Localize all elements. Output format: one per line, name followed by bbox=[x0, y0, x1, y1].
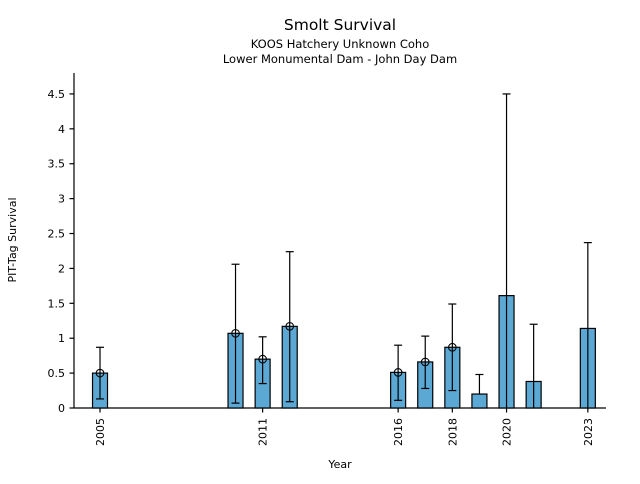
x-tick-label: 2018 bbox=[446, 418, 459, 446]
chart-subtitle-line2: Lower Monumental Dam - John Day Dam bbox=[223, 52, 457, 66]
y-tick-label: 0 bbox=[58, 402, 65, 415]
survival-point-marker-2017 bbox=[420, 357, 430, 367]
x-tick-label: 2005 bbox=[94, 418, 107, 446]
survival-point-marker-2018 bbox=[447, 342, 457, 352]
chart-subtitle-line1: KOOS Hatchery Unknown Coho bbox=[251, 37, 429, 51]
y-tick-label: 2 bbox=[58, 262, 65, 275]
y-axis-label: PIT-Tag Survival bbox=[6, 197, 19, 282]
plot-area: 0 0.5 1 1.5 2 2.5 3 3.5 4 4.5 2005 2011 2016 2018 2020… bbox=[48, 73, 606, 446]
y-tick-label: 3.5 bbox=[48, 158, 66, 171]
x-tick-label: 2016 bbox=[392, 418, 405, 446]
survival-point-marker-2016 bbox=[393, 368, 403, 377]
y-tick-label: 4 bbox=[58, 123, 65, 136]
x-tick-label: 2011 bbox=[257, 418, 270, 446]
y-tick-label: 0.5 bbox=[48, 367, 66, 380]
y-tick-label: 1 bbox=[58, 332, 65, 345]
y-tick-label: 3 bbox=[58, 193, 65, 206]
chart-title: Smolt Survival bbox=[284, 16, 396, 34]
x-axis-label: Year bbox=[327, 458, 352, 471]
bar-2019 bbox=[471, 393, 488, 409]
x-tick-label: 2020 bbox=[501, 418, 514, 446]
y-tick-label: 1.5 bbox=[48, 297, 66, 310]
x-tick-label: 2023 bbox=[582, 418, 595, 446]
survival-point-marker-2012 bbox=[285, 321, 295, 331]
y-tick-label: 4.5 bbox=[48, 88, 66, 101]
survival-point-marker-2010 bbox=[231, 328, 240, 338]
y-tick-label: 2.5 bbox=[48, 228, 66, 241]
survival-point-marker-2005 bbox=[95, 368, 105, 378]
survival-point-marker-2011 bbox=[258, 354, 267, 364]
